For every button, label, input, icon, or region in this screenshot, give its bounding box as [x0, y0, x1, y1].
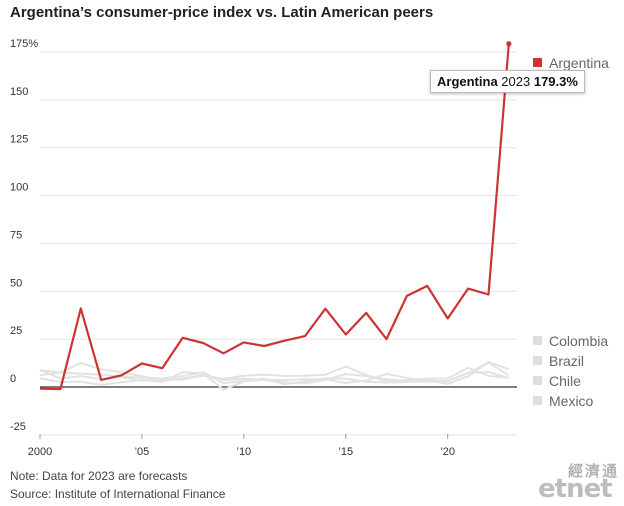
- y-axis-ticks: -25 0 25 50 75 100 125 150 175%: [10, 38, 38, 433]
- x-tick-label: ’05: [135, 446, 150, 458]
- legend-label-mexico: Mexico: [549, 393, 594, 409]
- tooltip-year: 2023: [501, 74, 531, 89]
- x-tick-label: ’10: [237, 446, 252, 458]
- legend-label-argentina: Argentina: [549, 55, 609, 71]
- chart-note: Note: Data for 2023 are forecasts: [10, 469, 188, 483]
- legend: Argentina Colombia Brazil Chile Mexico: [533, 55, 609, 409]
- watermark-logo-text: 經濟通: [568, 462, 620, 480]
- etnet-logo: etnet: [538, 474, 613, 504]
- y-tick-label: 125: [10, 134, 28, 146]
- y-tick-label: 50: [10, 277, 22, 289]
- chart-title: Argentina’s consumer-price index vs. Lat…: [10, 4, 434, 21]
- argentina-2023-marker[interactable]: [506, 41, 512, 47]
- y-tick-label: 0: [10, 373, 16, 385]
- legend-swatch-argentina: [533, 58, 542, 67]
- legend-label-brazil: Brazil: [549, 353, 584, 369]
- legend-label-colombia: Colombia: [549, 333, 608, 349]
- series-line-argentina: [39, 43, 510, 391]
- x-axis-ticks: 2000 ’05 ’10 ’15 ’20: [28, 434, 455, 458]
- y-tick-label: 75: [10, 229, 22, 241]
- y-tick-label: 150: [10, 86, 28, 98]
- y-tick-label: 25: [10, 325, 22, 337]
- series-line-brazil: [39, 362, 509, 383]
- legend-swatch-chile: [533, 376, 542, 385]
- chart-source: Source: Institute of International Finan…: [10, 487, 226, 501]
- x-tick-label: 2000: [28, 446, 52, 458]
- argentina-2023-tooltip: Argentina 2023 179.3%: [430, 70, 585, 93]
- y-tick-label: 100: [10, 182, 28, 194]
- legend-label-chile: Chile: [549, 373, 581, 389]
- x-tick-label: ’15: [338, 446, 353, 458]
- series-layer: [39, 41, 512, 391]
- tooltip-value: 179.3%: [533, 74, 578, 89]
- tooltip-series-name: Argentina: [437, 74, 498, 89]
- legend-swatch-brazil: [533, 356, 542, 365]
- x-tick-label: ’20: [440, 446, 455, 458]
- legend-swatch-colombia: [533, 336, 542, 345]
- legend-swatch-mexico: [533, 396, 542, 405]
- y-tick-label: -25: [10, 421, 26, 433]
- y-tick-label: 175%: [10, 38, 38, 50]
- grid-lines: [40, 51, 517, 436]
